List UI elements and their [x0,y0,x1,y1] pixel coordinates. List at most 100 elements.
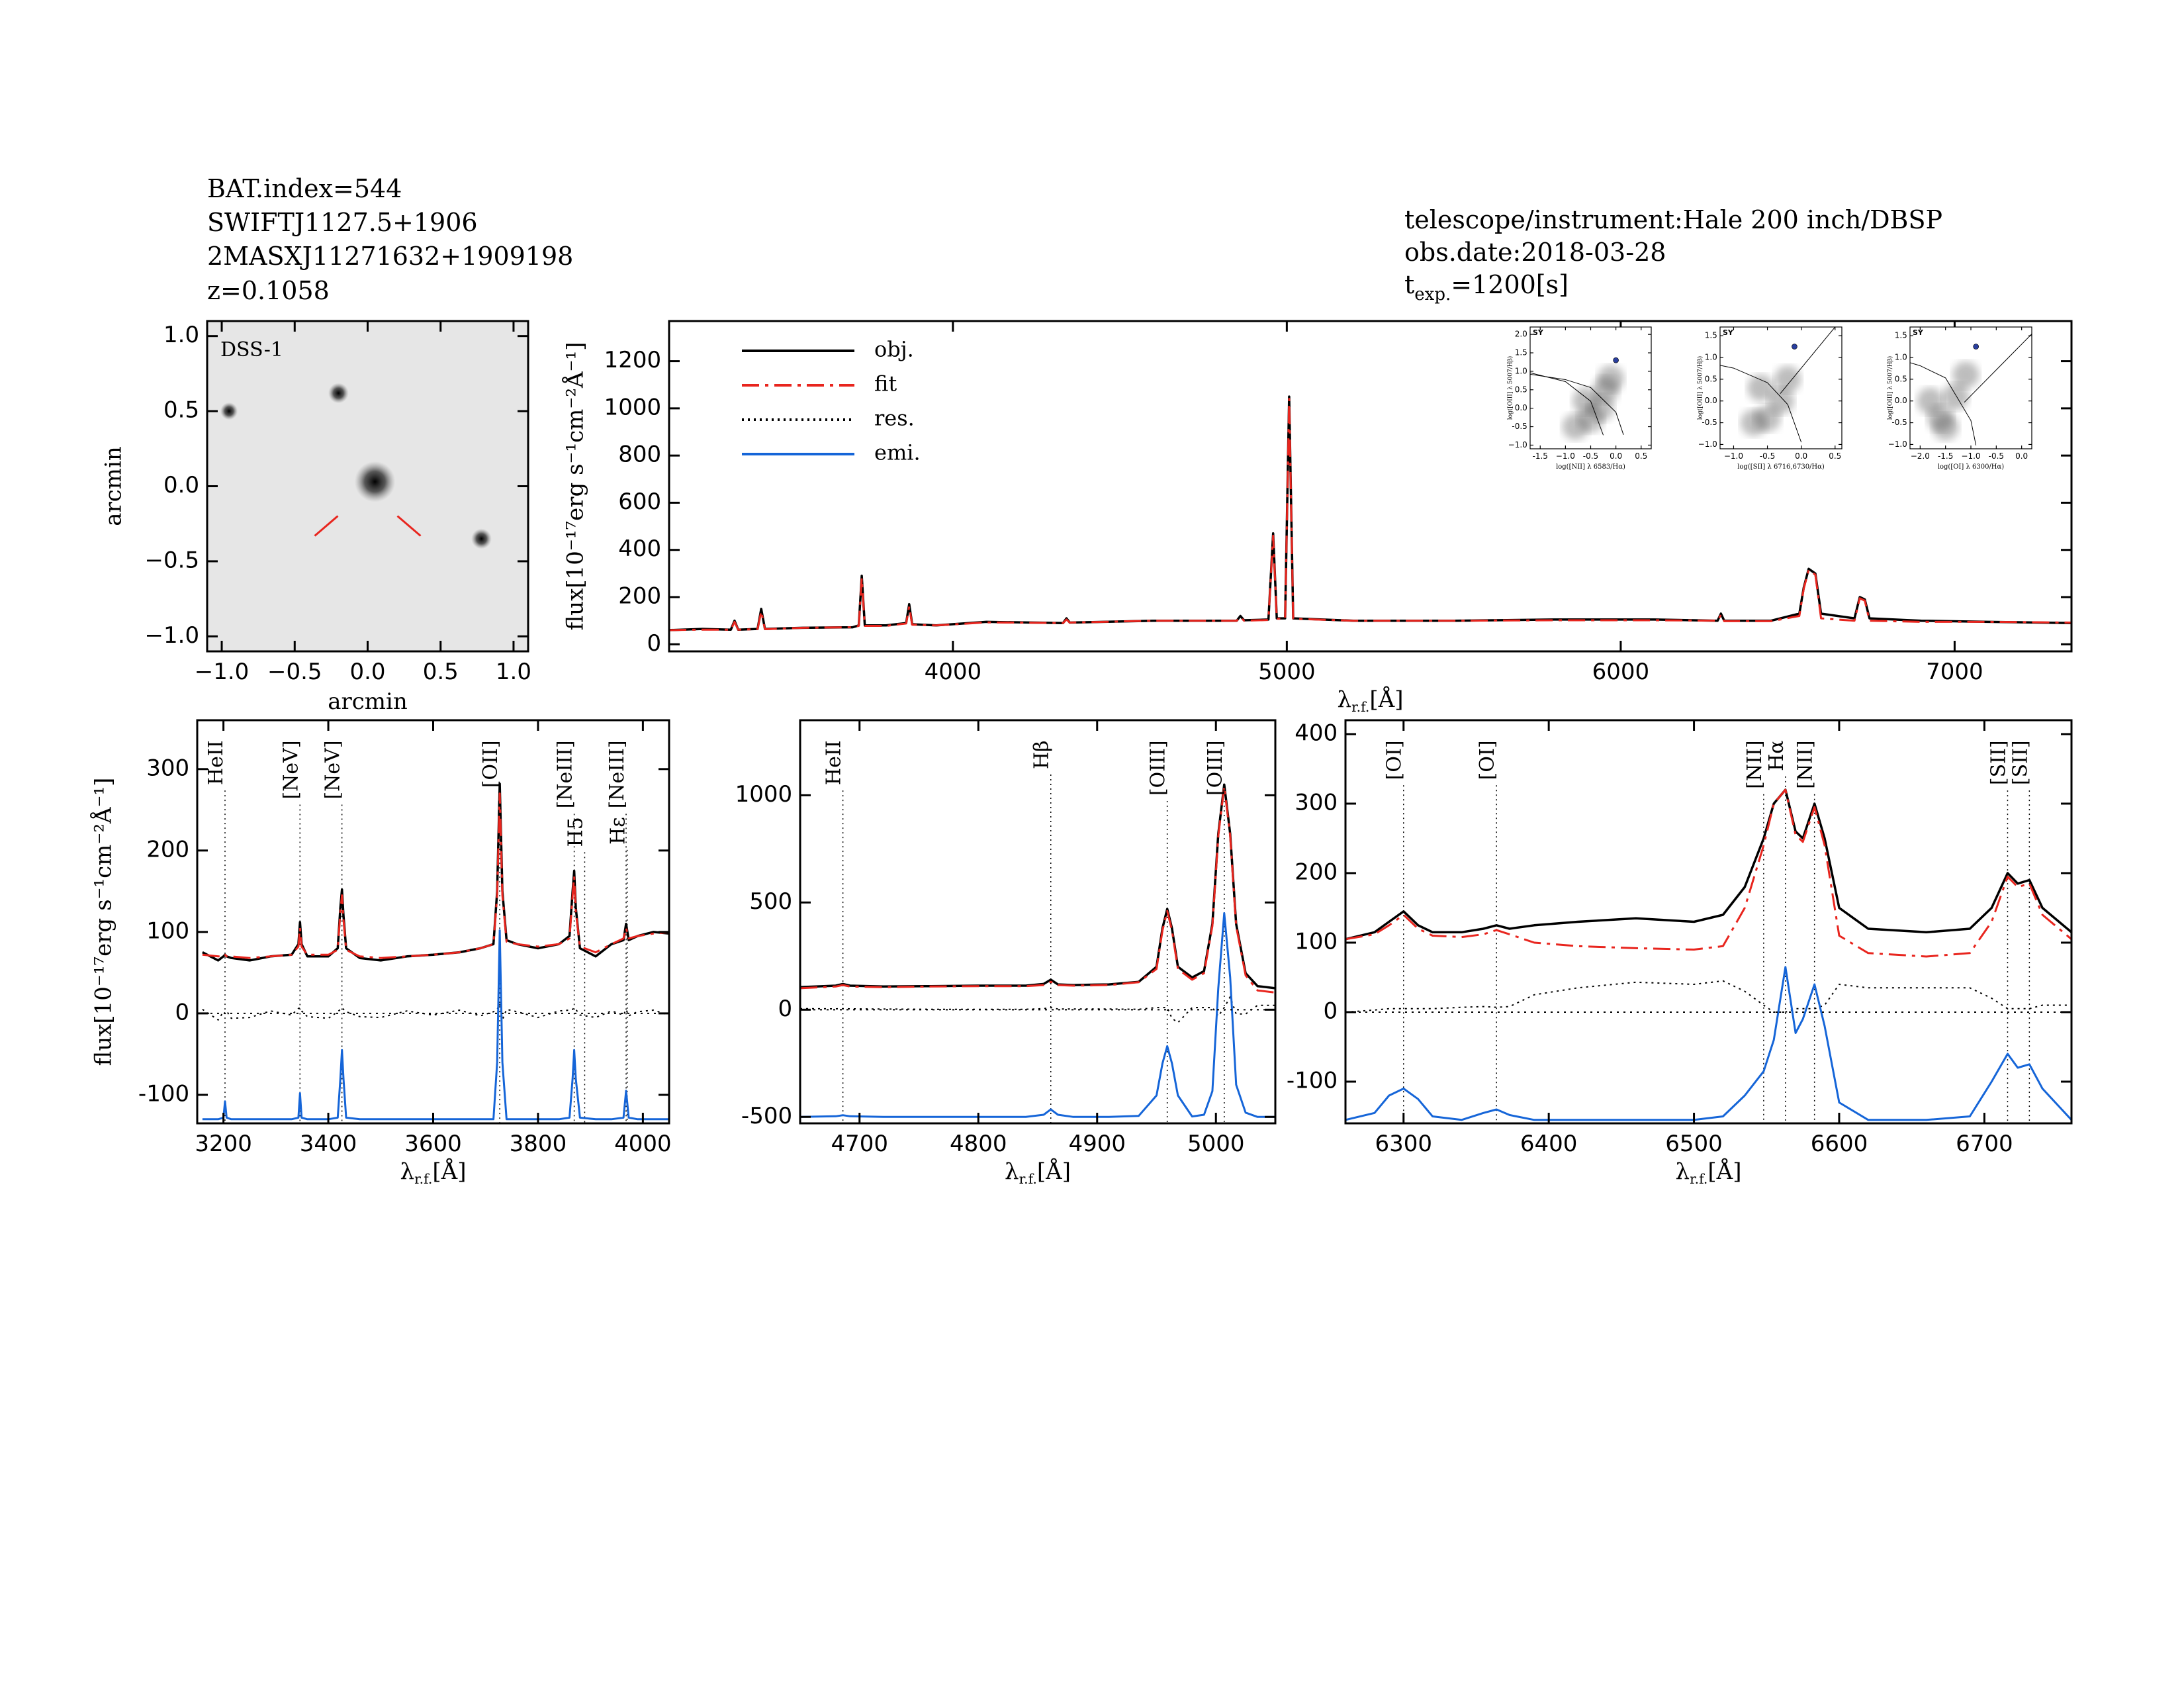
y-tick-label: 500 [749,888,792,915]
y-tick-label: −1.0 [1888,440,1907,449]
x-tick-label: 5000 [1187,1131,1245,1157]
source [220,402,238,420]
panel: SY -1.5 −1.0 -0.5 0.0 0.5 −1.0 -0.5 0.0 0.5 1.0 1.5… [1507,326,1652,471]
plot-area [800,774,1275,1123]
x-label-unit: [Å] [1037,1158,1071,1185]
x-tick-label: 6600 [1811,1131,1868,1157]
panel: −1.0 −0.5 0.0 0.5 1.0 −1.0 −0.5 0.0 0.5 1.0 arcmin… [101,320,531,715]
y-tick-label: −1.0 [1698,440,1717,449]
y-tick-label: 200 [1295,859,1338,886]
x-tick-label: −0.5 [267,659,322,685]
line-label: [OIII] [1147,740,1170,796]
panel: [OI] [OI] [NII]Hα [NII] [SII][SII]6300 6400 65… [1287,719,2073,1187]
x-tick-label: 3800 [510,1131,567,1157]
x-tick-label: 3600 [404,1131,462,1157]
x-axis-label: λr.f.[Å] [400,1158,467,1187]
y-tick-label: 1200 [604,347,662,373]
x-tick-label: 6400 [1520,1131,1578,1157]
series-line [800,996,1275,1023]
x-tick-label: -0.5 [1583,451,1598,461]
x-label-subscript: r.f. [1351,698,1369,714]
x-tick-label: 4700 [831,1131,888,1157]
plot-area [1910,334,2032,445]
panel: SY −1.0 -0.5 0.0 0.5 −1.0 -0.5 0.0 0.5 1.0 1.5 log(… [1697,326,1843,471]
plot-area [1530,357,1624,440]
x-tick-label: -1.5 [1938,451,1953,461]
y-tick-label: −1.0 [145,622,200,649]
x-tick-label: −1.0 [1724,451,1743,461]
x-axis-label: λr.f.[Å] [1005,1158,1071,1187]
frame [799,719,1277,1125]
y-tick-label: 0 [1323,998,1338,1025]
series-line [1345,966,2071,1121]
x-tick-label: 4800 [950,1131,1007,1157]
y-tick-label: 400 [1295,720,1338,747]
line-label: [NII] [1794,740,1817,788]
x-tick-label: −1.0 [1961,451,1980,461]
panel: SY −2.0 -1.5 −1.0 -0.5 0.0 −1.0 -0.5 0.0 0.5 1.0 1.… [1887,326,2032,471]
plot-background [800,720,1275,1123]
line-label: [SII] [2009,740,2032,785]
plot-area [1345,776,2071,1123]
x-tick-label: 4000 [925,659,982,685]
frame [1909,326,2032,449]
line-label: HeII [823,740,846,785]
y-tick-label: 200 [618,583,661,610]
x-tick-label: 6700 [1956,1131,2013,1157]
x-label-subscript: r.f. [1690,1170,1707,1186]
x-tick-label: 4900 [1068,1131,1126,1157]
y-tick-label: 800 [618,442,661,468]
x-tick-label: 4000 [614,1131,672,1157]
density-blob [1774,365,1801,393]
x-label-subscript: r.f. [414,1170,432,1186]
series-line [202,792,669,959]
x-axis-label: log([SII] λ 6716,6730/Hα) [1737,463,1825,471]
x-axis-label: λr.f.[Å] [1676,1158,1742,1187]
exposure-subscript: exp. [1414,285,1451,305]
x-tick-label: 7000 [1926,659,1983,685]
class-label: SY [1913,328,1924,337]
class-label: SY [1723,328,1734,337]
demarcation-curve [1910,362,1977,445]
source [328,383,349,404]
series-line [1345,788,2071,958]
x-tick-label: 0.5 [1635,451,1647,461]
series-line [1345,788,2071,941]
x-tick-label: −1.0 [1556,451,1575,461]
line-label: HeII [205,740,228,785]
y-tick-label: -0.5 [1512,422,1527,431]
frame [1344,719,2073,1125]
y-tick-label: 0.0 [1705,396,1717,405]
y-tick-label: 1.5 [1705,331,1717,340]
y-tick-label: 0 [175,999,189,1025]
x-axis-label: log([OI] λ 6300/Hα) [1938,463,2004,471]
x-tick-label: −1.0 [195,659,250,685]
x-tick-label: 0.0 [1610,451,1622,461]
series-line [800,912,1275,1118]
frame [1719,326,1843,449]
plot-area [669,395,2071,632]
frame [206,320,529,653]
line-label: [SII] [1987,740,2010,785]
image-label: DSS-1 [220,338,283,361]
plot-area [220,383,492,549]
y-tick-label: 0.5 [1705,374,1717,383]
frame [196,719,670,1125]
y-tick-label: 1.0 [163,322,199,348]
x-tick-label: −2.0 [1911,451,1930,461]
y-axis-label: flux[10⁻¹⁷erg s⁻¹cm⁻²Å⁻¹] [90,778,117,1066]
header-left: BAT.index=544 SWIFTJ1127.5+1906 2MASXJ11… [207,174,573,305]
target-marker [396,515,422,537]
frame [1529,326,1652,449]
exposure-symbol: t [1404,270,1414,299]
line-label: [NeIII] [554,740,577,808]
x-label-main: λ [400,1158,415,1185]
x-tick-label: 1.0 [496,659,531,685]
y-axis-label: flux[10⁻¹⁷erg s⁻¹cm⁻²Å⁻¹] [562,342,589,631]
demarcation-curve [1780,327,1836,394]
y-tick-label: 600 [618,489,661,515]
y-tick-label: 1.0 [1515,366,1527,375]
density-blob [1952,361,1979,389]
panel: HeII Hβ [OIII] [OIII] 4700 4800 4900 5000 -500 0 5… [735,719,1277,1187]
